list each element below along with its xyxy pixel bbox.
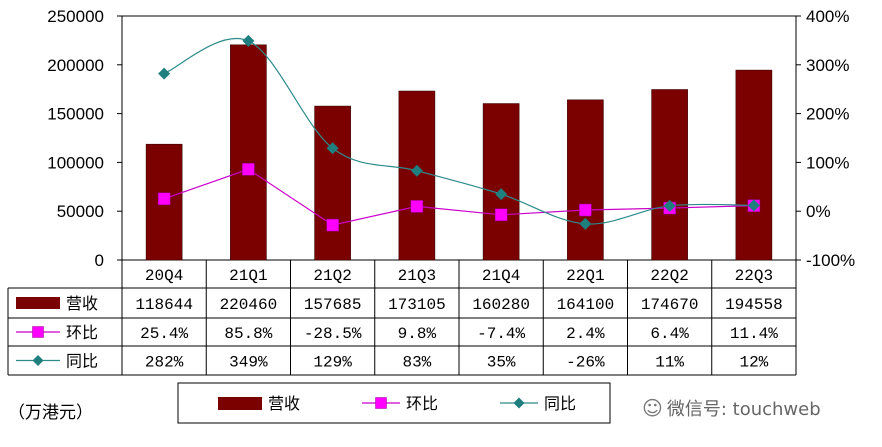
yoy-marker-21Q1 [242, 34, 255, 47]
table-cell: 35% [487, 354, 516, 372]
table-cell: 349% [229, 354, 268, 372]
y-right-tick-label: 300% [806, 56, 849, 75]
legend-key-revenue [218, 397, 262, 410]
table-cell: 25.4% [140, 325, 188, 343]
x-tick-label: 20Q4 [145, 267, 183, 285]
watermark-text: 微信号: touchweb [666, 399, 821, 420]
y-right-tick-label: 100% [806, 153, 849, 172]
mom-marker-22Q1 [579, 203, 592, 217]
y-left-tick-label: 200000 [47, 56, 104, 75]
bar-22Q2 [651, 89, 688, 261]
legend-label-revenue: 营收 [268, 394, 300, 413]
unit-label: （万港元） [8, 403, 93, 423]
x-tick-label: 21Q1 [229, 267, 267, 285]
legend-key-mom-marker [375, 397, 387, 409]
mom-marker-21Q4 [494, 208, 508, 222]
y-left-tick-label: 250000 [47, 7, 104, 26]
plot-area [121, 15, 797, 261]
table-cell: 220460 [220, 296, 278, 314]
yoy-line [163, 38, 754, 225]
table-cell: 157685 [304, 296, 362, 314]
yoy-marker-21Q2 [326, 142, 339, 155]
table-cell: 12% [739, 354, 768, 372]
yoy-marker-20Q4 [158, 67, 171, 80]
yoy-marker-21Q4 [495, 188, 508, 201]
table-row-label: 同比 [66, 352, 98, 371]
table-cell: 83% [402, 354, 431, 372]
legend-label-mom: 环比 [406, 394, 438, 413]
table-cell: 85.8% [224, 325, 272, 343]
x-tick-label: 21Q3 [398, 267, 436, 285]
table-key-revenue [16, 297, 60, 309]
y-left-tick-label: 0 [95, 251, 104, 270]
bar-21Q2 [314, 105, 351, 261]
bar-21Q4 [482, 103, 520, 261]
y-right-tick-label: 400% [806, 7, 849, 26]
y-left-tick-label: 100000 [47, 153, 104, 172]
table-row-label: 营收 [66, 294, 98, 313]
table-cell: 9.8% [398, 325, 437, 343]
table-cell: -7.4% [477, 325, 525, 343]
wechat-icon: ☺ [642, 396, 663, 420]
mom-marker-21Q1 [242, 163, 255, 176]
bar-22Q3 [735, 69, 773, 261]
table-key-yoy-marker [32, 355, 44, 366]
watermark: ☺ 微信号: touchweb [642, 395, 821, 421]
table-cell: 173105 [388, 296, 446, 314]
table-cell: 2.4% [566, 325, 605, 343]
legend-key-yoy-marker [513, 397, 525, 409]
table-cell: 160280 [472, 296, 530, 314]
bar-22Q1 [567, 99, 604, 261]
table-cell: 194558 [725, 296, 783, 314]
mom-marker-21Q3 [410, 200, 424, 213]
y-left-tick-label: 150000 [47, 105, 104, 124]
table-cell: 11% [655, 354, 684, 372]
y-right-tick-label: -100% [806, 251, 855, 270]
x-tick-label: 22Q3 [735, 267, 773, 285]
yoy-marker-22Q2 [663, 199, 676, 212]
mom-marker-21Q2 [326, 218, 339, 232]
table-cell: 118644 [135, 296, 193, 314]
x-tick-label: 22Q2 [650, 267, 688, 285]
y-left-tick-label: 50000 [57, 202, 104, 221]
table-cell: 174670 [641, 296, 699, 314]
table-cell: 164100 [557, 296, 615, 314]
table-row-label: 环比 [66, 323, 98, 342]
x-tick-label: 22Q1 [566, 267, 604, 285]
x-tick-label: 21Q2 [313, 267, 351, 285]
y-right-tick-label: 0% [806, 202, 831, 221]
yoy-marker-22Q1 [579, 217, 592, 230]
table-cell: -28.5% [304, 325, 362, 343]
table-cell: 11.4% [730, 325, 778, 343]
bar-21Q1 [230, 44, 267, 261]
table-cell: 129% [313, 354, 352, 372]
table-cell: -26% [566, 354, 605, 372]
yoy-marker-22Q3 [747, 199, 760, 212]
y-right-tick-label: 200% [806, 105, 849, 124]
x-tick-label: 21Q4 [482, 267, 520, 285]
table-cell: 6.4% [650, 325, 689, 343]
yoy-marker-21Q3 [410, 164, 423, 177]
table-cell: 282% [145, 354, 184, 372]
table-key-mom-marker [32, 326, 44, 338]
legend-label-yoy: 同比 [544, 394, 576, 413]
mom-marker-20Q4 [157, 192, 171, 206]
